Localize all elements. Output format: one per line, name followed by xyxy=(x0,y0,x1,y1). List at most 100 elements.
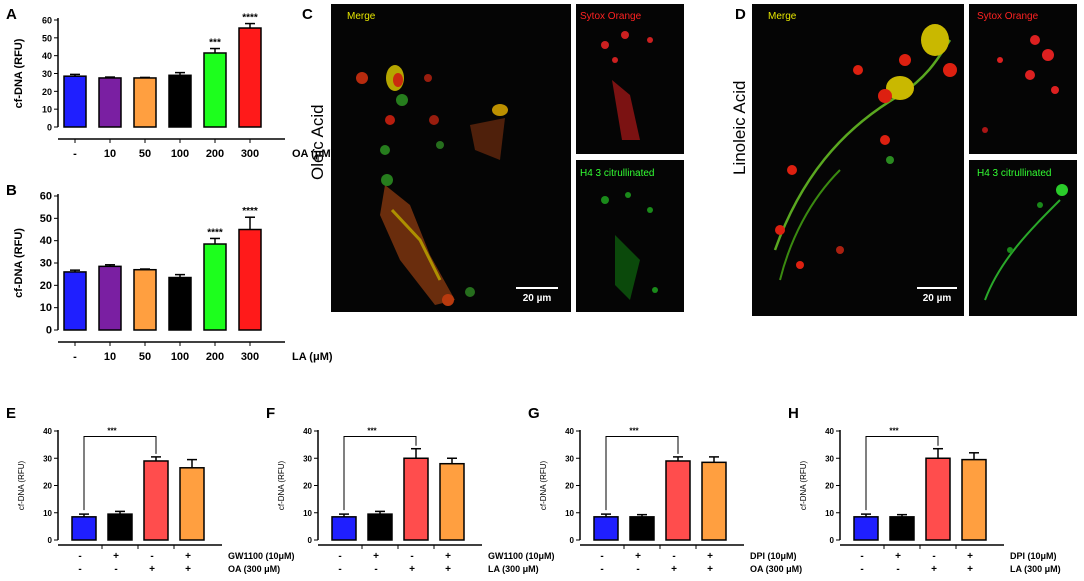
category-label: - xyxy=(73,148,77,160)
category-label: 100 xyxy=(171,148,189,160)
y-tick-label: 10 xyxy=(40,302,52,314)
treatment-sign: - xyxy=(338,551,341,562)
y-tick-label: 10 xyxy=(825,509,834,518)
significance-bracket xyxy=(343,435,417,511)
bar xyxy=(98,77,122,128)
category-label: 200 xyxy=(206,351,224,363)
panel-letter-f: F xyxy=(266,405,275,422)
category-label: 10 xyxy=(104,148,116,160)
bar xyxy=(71,516,97,541)
bar xyxy=(367,513,393,541)
h4-label-d: H4 3 citrullinated xyxy=(977,168,1051,179)
y-tick-label: 30 xyxy=(42,69,52,79)
scale-label-c: 20 µm xyxy=(523,293,552,304)
bar xyxy=(168,74,192,128)
category-label: 200 xyxy=(206,148,224,160)
panel-letter-g: G xyxy=(528,405,540,422)
micrograph-c-h4 xyxy=(576,160,684,312)
y-axis-label: cf-DNA (RFU) xyxy=(17,461,26,511)
treatment-sign: + xyxy=(185,551,191,562)
bar xyxy=(179,467,205,541)
micrograph-c-merge xyxy=(331,4,571,312)
panel-letter-h: H xyxy=(788,405,799,422)
panel-letter-c: C xyxy=(302,6,313,23)
y-tick-label: 10 xyxy=(43,509,52,518)
category-label: 50 xyxy=(139,148,151,160)
y-tick-label: 40 xyxy=(43,427,52,436)
significance-marker: *** xyxy=(209,38,221,49)
treatment-sign: - xyxy=(932,551,935,562)
treatment-sign: - xyxy=(150,551,153,562)
chart-b: 0 10 20 30 40 50 60 cf-DNA (RFU) - 10 50 100 200 ****… xyxy=(13,191,333,364)
category-label: - xyxy=(73,351,77,363)
panel-letter-e: E xyxy=(6,405,16,422)
significance-marker: *** xyxy=(367,426,377,435)
y-tick-label: 20 xyxy=(565,482,574,491)
bar xyxy=(593,516,619,541)
bar xyxy=(168,276,192,331)
treatment-sign: + xyxy=(445,551,451,562)
treatment-sign: + xyxy=(635,551,641,562)
treatment-row1-label: GW1100 (10μM) xyxy=(228,551,295,561)
treatment-row2-label: OA (300 μM) xyxy=(750,564,802,574)
bar xyxy=(889,516,915,541)
merge-label-c: Merge xyxy=(347,11,376,22)
oleic-acid-label: Oleic Acid xyxy=(308,104,327,180)
treatment-sign: + xyxy=(113,551,119,562)
category-label: 100 xyxy=(171,351,189,363)
y-tick-label: 10 xyxy=(42,105,52,115)
bar xyxy=(133,268,157,331)
h4-label-c: H4 3 citrullinated xyxy=(580,168,654,179)
treatment-row2-label: LA (300 μM) xyxy=(488,564,539,574)
category-label: 10 xyxy=(104,351,116,363)
y-tick-label: 20 xyxy=(43,482,52,491)
y-tick-label: 0 xyxy=(830,536,835,545)
bar xyxy=(107,513,133,541)
treatment-sign: - xyxy=(78,551,81,562)
treatment-sign: + xyxy=(409,564,415,575)
treatment-sign: - xyxy=(600,551,603,562)
treatment-sign: + xyxy=(445,564,451,575)
significance-marker: **** xyxy=(242,13,258,24)
merge-label-d: Merge xyxy=(768,11,797,22)
y-tick-label: 0 xyxy=(47,123,52,133)
bar xyxy=(63,75,87,128)
bar xyxy=(331,516,357,541)
treatment-sign: - xyxy=(114,564,117,575)
treatment-sign: - xyxy=(338,564,341,575)
y-tick-label: 40 xyxy=(825,427,834,436)
chart-e: 0 10 20 30 40 cf-DNA (RFU) - - + - - + + + GW1100 (10μ… xyxy=(17,426,295,575)
y-tick-label: 20 xyxy=(40,280,52,292)
y-tick-label: 30 xyxy=(565,454,574,463)
y-axis-label: cf-DNA (RFU) xyxy=(13,228,25,298)
panel-letter-d: D xyxy=(735,6,746,23)
bar xyxy=(203,52,227,128)
category-label: 50 xyxy=(139,351,151,363)
y-tick-label: 30 xyxy=(303,454,312,463)
bar xyxy=(63,271,87,331)
bar xyxy=(238,27,262,128)
chart-h: 0 10 20 30 40 cf-DNA (RFU) - - + - - + + + DPI (10μM) L… xyxy=(799,426,1061,575)
y-tick-label: 10 xyxy=(565,509,574,518)
scale-bar-d xyxy=(917,287,957,289)
treatment-sign: + xyxy=(931,564,937,575)
treatment-sign: - xyxy=(860,564,863,575)
panel-letter-b: B xyxy=(6,182,17,199)
bar xyxy=(629,516,655,541)
micrograph-d-merge xyxy=(752,4,964,316)
significance-bracket xyxy=(605,435,679,511)
bar xyxy=(98,265,122,331)
bar xyxy=(203,243,227,331)
x-axis-label: LA (μM) xyxy=(292,351,333,363)
linoleic-acid-label: Linoleic Acid xyxy=(730,80,749,175)
y-tick-label: 0 xyxy=(46,325,52,337)
chart-a: 0 10 20 30 40 50 60 cf-DNA (RFU) - 10 50 100 200 *** 3… xyxy=(13,13,335,160)
y-tick-label: 50 xyxy=(42,33,52,43)
treatment-sign: + xyxy=(707,551,713,562)
significance-marker: *** xyxy=(629,426,639,435)
bar xyxy=(439,462,465,541)
bar xyxy=(925,457,951,541)
scale-label-d: 20 µm xyxy=(923,293,952,304)
micrograph-d-h4 xyxy=(969,160,1077,316)
